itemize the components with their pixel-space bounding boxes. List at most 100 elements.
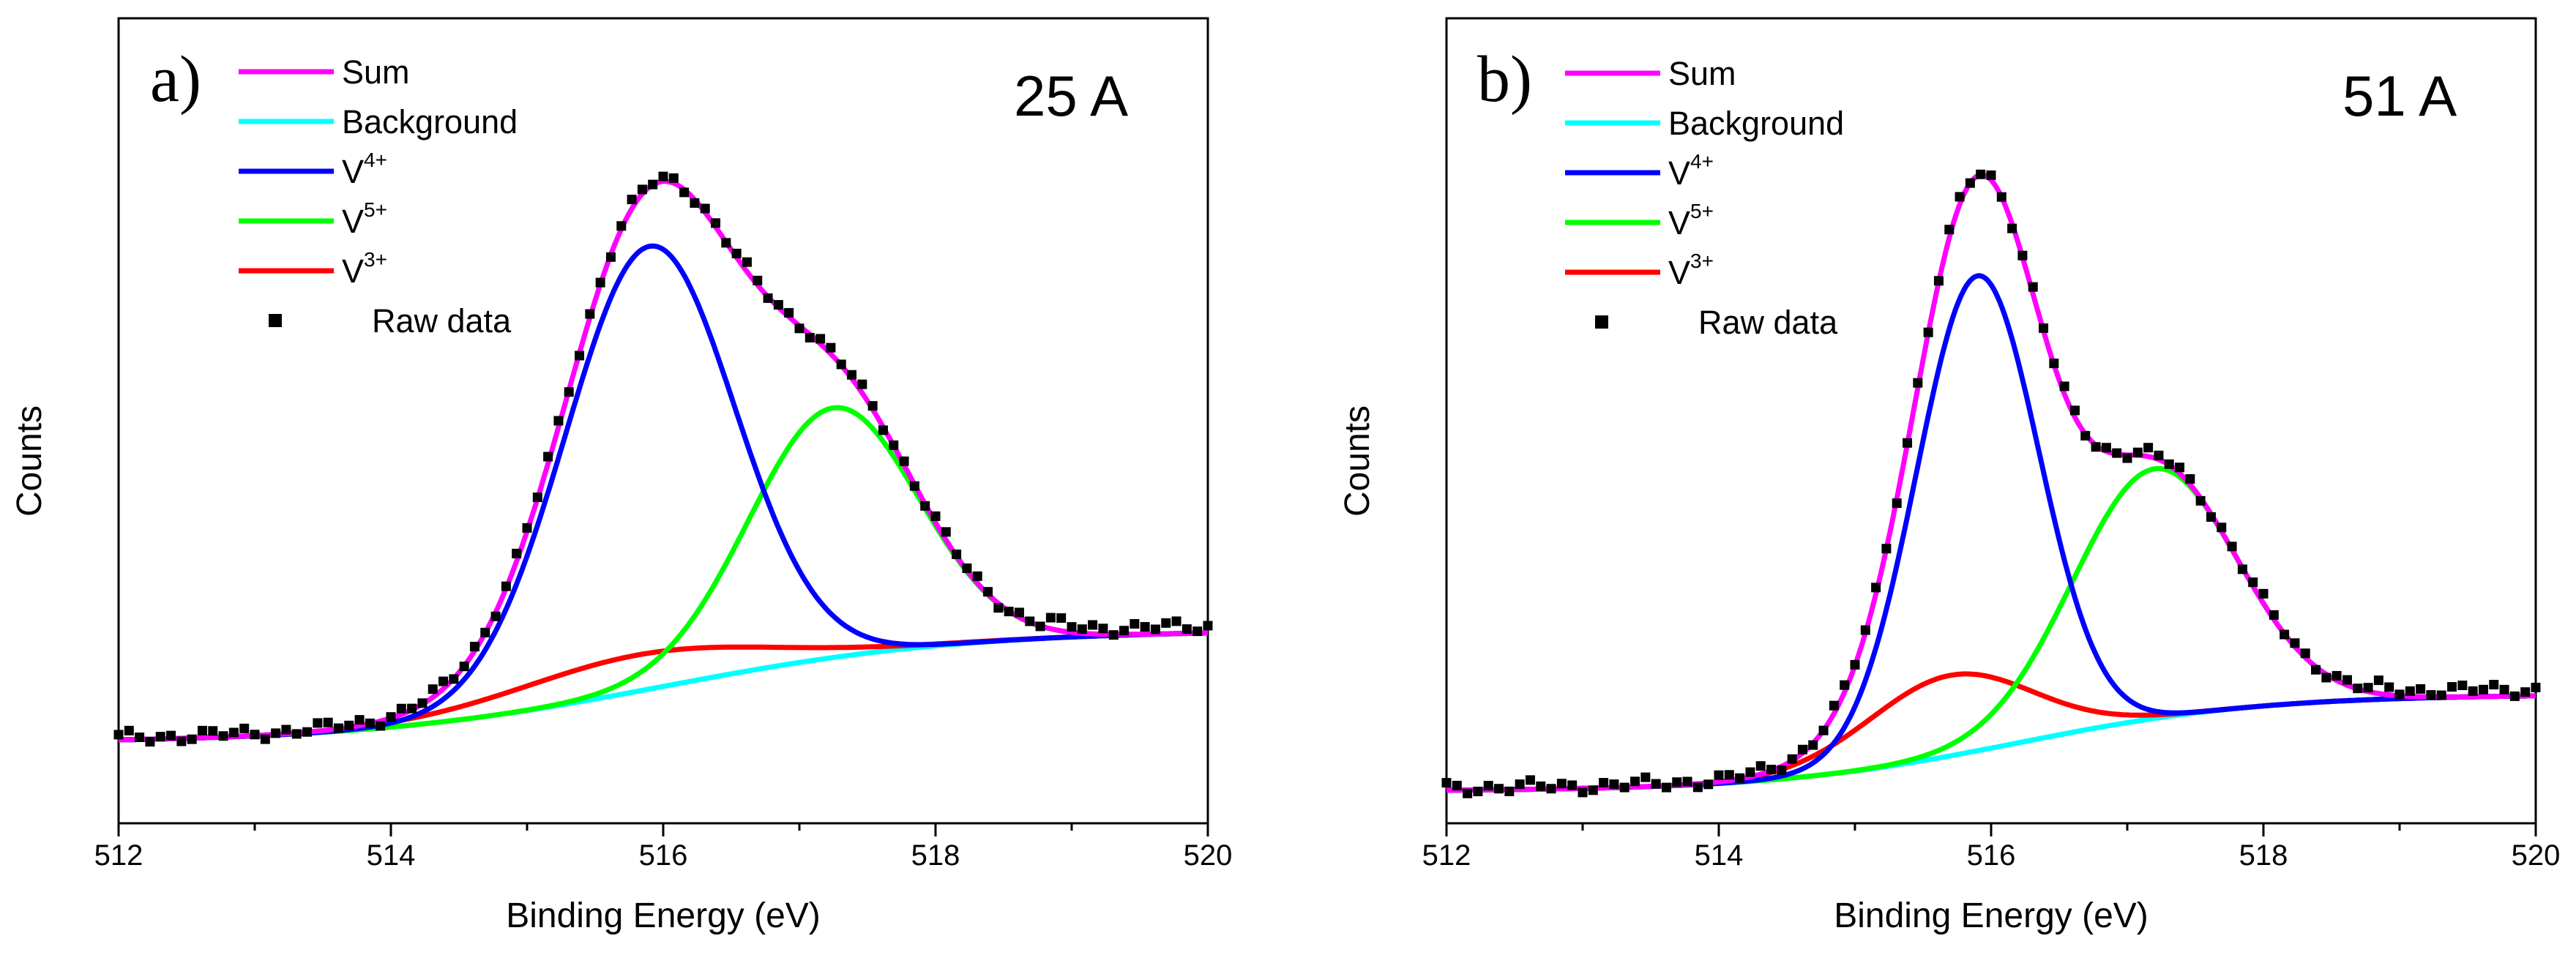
panel-b-x-axis: 512 514 516 518 520 <box>1422 823 2560 872</box>
panel-b-raw-point <box>1578 787 1588 798</box>
panel-a-raw-point <box>532 493 542 503</box>
panel-a-x-tick-label-512: 512 <box>94 839 143 872</box>
panel-b-raw-point <box>2227 542 2237 552</box>
panel-a-raw-point <box>804 332 815 342</box>
panel-a-raw-point <box>323 717 333 727</box>
panel-a-raw-point <box>1014 607 1024 618</box>
panel-b-raw-point <box>2416 684 2426 694</box>
panel-b-raw-point <box>1818 725 1829 735</box>
panel-b-raw-point <box>2373 675 2383 686</box>
panel-b-raw-point <box>2457 681 2468 691</box>
panel-b-raw-point <box>2217 523 2227 533</box>
panel-b-raw-point <box>1955 192 1965 202</box>
panel-a-raw-point <box>417 698 428 708</box>
panel-a-raw-point <box>962 563 972 574</box>
panel-a-raw-point <box>449 674 459 684</box>
panel-a-raw-point <box>1130 618 1140 629</box>
panel-b-raw-point <box>2499 684 2509 694</box>
panel-a-raw-point <box>658 171 668 181</box>
panel-b-raw-point <box>1860 625 1870 635</box>
panel-b-raw-point <box>1619 782 1629 793</box>
panel-b-raw-point <box>1850 659 1860 670</box>
panel-a-raw-point <box>1203 621 1213 631</box>
panel-a-raw-point <box>271 728 281 738</box>
panel-b-raw-point <box>1724 770 1734 780</box>
panel-b-raw-point <box>1986 170 1996 180</box>
panel-b-raw-point <box>1892 498 1902 509</box>
panel-b-raw-point <box>2394 689 2405 700</box>
panel-b-x-tick-label-512: 512 <box>1422 839 1471 872</box>
panel-b-raw-point <box>1881 544 1892 554</box>
panel-b-raw-point <box>1714 770 1724 780</box>
panel-b-raw-point <box>2175 462 2185 473</box>
panel-b-raw-point <box>1672 777 1682 787</box>
panel-a-raw-point <box>376 721 386 731</box>
panel-b-raw-point <box>1777 765 1787 775</box>
panel-b-raw-point <box>2332 670 2342 681</box>
panel-a-raw-point <box>438 676 449 686</box>
panel-a-raw-point <box>909 481 919 491</box>
panel-b-raw-point <box>2531 682 2541 692</box>
panel-a-legend-label-raw: Raw data <box>372 302 512 340</box>
panel-a-x-tick-label-520: 520 <box>1184 839 1233 872</box>
panel-b-raw-point <box>2436 690 2446 700</box>
panel-b-raw-point <box>2468 686 2478 696</box>
panel-a-raw-point <box>543 452 553 462</box>
panel-a-raw-point <box>920 501 930 511</box>
panel-b-raw-point <box>1829 700 1839 711</box>
panel-b-raw-point <box>1682 776 1692 787</box>
panel-a-raw-point <box>784 307 794 318</box>
panel-a-raw-point <box>941 527 951 537</box>
panel-b-raw-point <box>2269 610 2279 620</box>
panel-a-xlabel: Binding Energy (eV) <box>506 896 821 935</box>
panel-b-raw-point <box>1808 740 1818 750</box>
panel-b-raw-point <box>2132 447 2143 457</box>
panel-a-raw-point <box>857 379 867 389</box>
panel-b-raw-point <box>2028 282 2038 292</box>
panel-a-raw-point <box>773 299 783 310</box>
panel-a-raw-point <box>553 416 564 426</box>
panel-b-raw-point <box>2237 564 2247 574</box>
panel-a: Counts Binding Energy (eV) 512 514 516 5… <box>10 17 1233 935</box>
panel-a-x-tick-label-516: 516 <box>639 839 688 872</box>
panel-a-raw-point <box>386 712 396 722</box>
panel-b-raw-point <box>1630 776 1640 787</box>
panel-b-raw-point <box>2280 629 2290 640</box>
panel-b-raw-point <box>2069 405 2080 416</box>
panel-a-raw-point <box>742 257 752 267</box>
panel-b-x-tick-label-516: 516 <box>1967 839 2016 872</box>
panel-b-ylabel: Counts <box>1338 405 1377 517</box>
panel-a-raw-point <box>899 456 909 466</box>
panel-a-raw-point <box>1088 620 1098 630</box>
panel-a-legend-label-v3: V3+ <box>342 248 387 290</box>
panel-b-raw-point <box>1452 780 1462 790</box>
panel-a-raw-point <box>407 703 417 714</box>
panel-b-legend-label-v4: V4+ <box>1668 150 1714 192</box>
panel-a-raw-point <box>187 734 197 744</box>
panel-a-raw-point <box>1119 626 1130 636</box>
panel-a-raw-point <box>512 548 522 558</box>
panel-b-x-tick-label-518: 518 <box>2239 839 2288 872</box>
panel-a-raw-point <box>1004 607 1014 617</box>
panel-b-legend-label-raw: Raw data <box>1698 304 1838 341</box>
panel-b-raw-point <box>1661 782 1671 793</box>
panel-b-raw-point <box>2143 443 2154 453</box>
panel-a-raw-point <box>250 730 260 740</box>
panel-a-raw-point <box>1045 613 1056 623</box>
panel-a-raw-point <box>794 323 804 334</box>
panel-a-raw-point <box>690 198 700 208</box>
panel-a-raw-point <box>1150 624 1160 634</box>
panel-a-raw-point <box>469 642 479 652</box>
panel-b-raw-point <box>1923 327 1933 337</box>
panel-b-raw-point <box>2017 250 2028 261</box>
panel-b-raw-point <box>1871 583 1881 593</box>
panel-a-label: a) <box>150 43 201 116</box>
panel-a-raw-point <box>354 715 365 725</box>
panel-a-raw-point <box>575 351 585 361</box>
panel-a-raw-point <box>930 511 941 521</box>
panel-b-legend-label-v5: V5+ <box>1668 200 1714 241</box>
panel-b-raw-point <box>2384 682 2394 692</box>
panel-a-raw-point <box>867 401 878 411</box>
panel-a-raw-point <box>428 684 438 694</box>
